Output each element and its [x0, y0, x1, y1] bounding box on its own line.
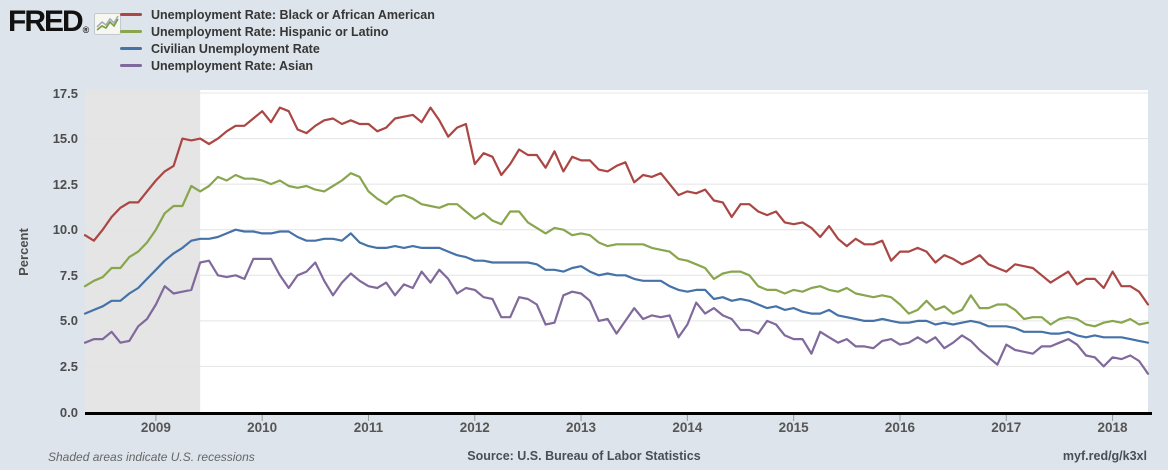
x-tick-label: 2009 — [140, 420, 171, 435]
y-tick-label: 5.0 — [59, 313, 78, 329]
x-tick-label: 2016 — [884, 420, 915, 435]
legend-item-hispanic[interactable]: Unemployment Rate: Hispanic or Latino — [120, 23, 435, 40]
series-line-black — [83, 106, 1150, 306]
x-tick-label: 2014 — [672, 420, 703, 435]
series-line-asian — [83, 257, 1150, 375]
legend-label-asian: Unemployment Rate: Asian — [151, 58, 314, 73]
y-tick-label: 2.5 — [59, 358, 78, 374]
registered-mark: ® — [82, 25, 90, 35]
legend-label-hispanic: Unemployment Rate: Hispanic or Latino — [151, 24, 389, 39]
legend-item-civilian[interactable]: Civilian Unemployment Rate — [120, 40, 435, 57]
line-chart-icon — [94, 13, 122, 35]
legend-swatch-hispanic — [120, 30, 142, 33]
series-line-hispanic — [83, 172, 1150, 328]
x-tick-label: 2012 — [459, 420, 490, 435]
fred-logo[interactable]: FRED ® — [8, 5, 122, 38]
source-attribution: Source: U.S. Bureau of Labor Statistics — [467, 449, 701, 463]
x-tick-label: 2010 — [247, 420, 278, 435]
legend-swatch-civilian — [120, 47, 142, 50]
y-tick-label: 15.0 — [52, 131, 78, 147]
legend-item-asian[interactable]: Unemployment Rate: Asian — [120, 57, 435, 74]
legend-label-civilian: Civilian Unemployment Rate — [151, 41, 320, 56]
legend-swatch-asian — [120, 64, 142, 67]
y-tick-label: 10.0 — [52, 222, 78, 238]
legend-item-black[interactable]: Unemployment Rate: Black or African Amer… — [120, 6, 435, 23]
y-tick-label: 17.5 — [52, 85, 78, 101]
x-tick-label: 2013 — [566, 420, 597, 435]
fred-logo-text: FRED — [8, 5, 84, 38]
x-tick-label: 2017 — [991, 420, 1022, 435]
x-tick-label: 2018 — [1097, 420, 1128, 435]
x-tick-label: 2011 — [353, 420, 384, 435]
legend-label-black: Unemployment Rate: Black or African Amer… — [151, 7, 435, 22]
legend-swatch-black — [120, 13, 142, 16]
plot-background — [85, 90, 1148, 412]
y-tick-label: 12.5 — [52, 176, 78, 192]
fred-short-link[interactable]: myf.red/g/k3xl — [1062, 449, 1147, 463]
footer: Shaded areas indicate U.S. recessions So… — [0, 448, 1168, 468]
y-tick-label: 0.0 — [59, 404, 78, 420]
series-line-civilian — [83, 228, 1150, 344]
legend: Unemployment Rate: Black or African Amer… — [120, 6, 435, 74]
x-tick-label: 2015 — [778, 420, 809, 435]
recession-note: Shaded areas indicate U.S. recessions — [48, 450, 255, 464]
y-tick-label: 7.5 — [59, 267, 78, 283]
